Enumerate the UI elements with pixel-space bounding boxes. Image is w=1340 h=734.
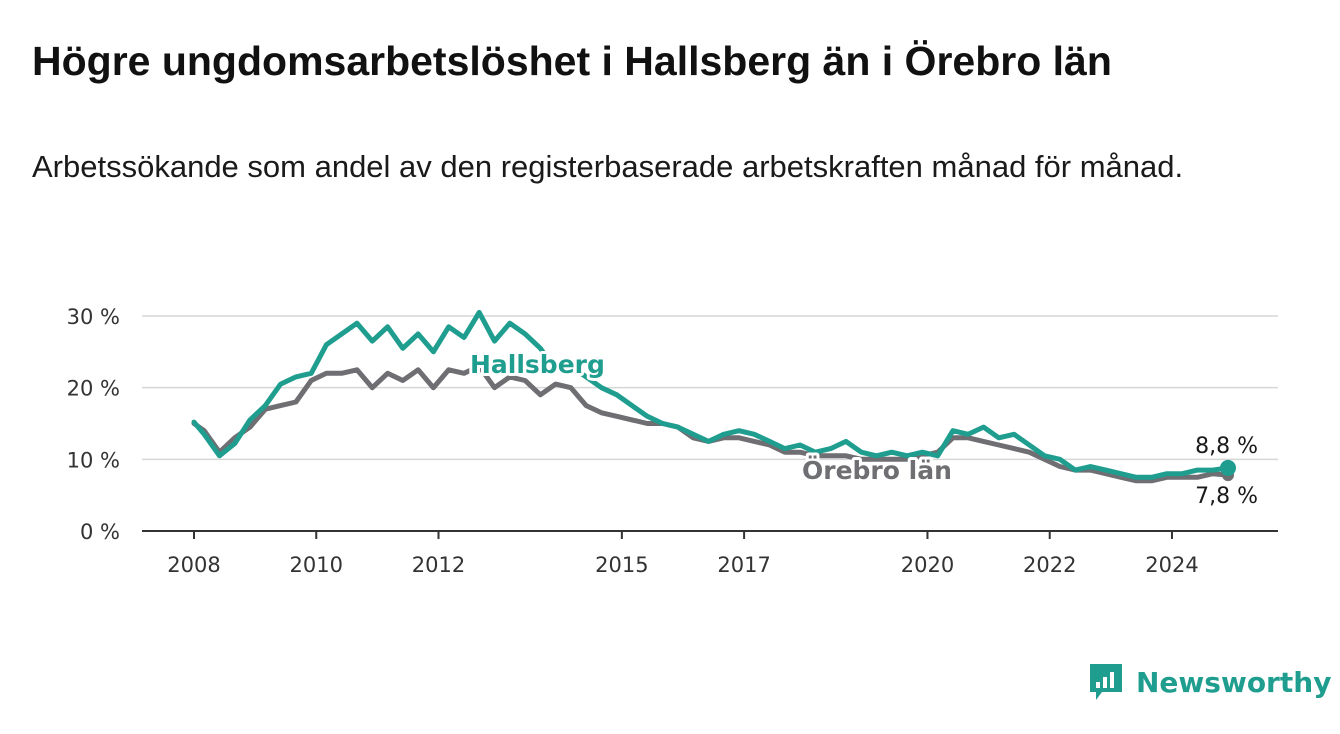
chart-subtitle: Arbetssökande som andel av den registerb… [32,149,1184,184]
x-tick-label: 2022 [1023,553,1076,577]
series-label-orebro-lan: Örebro län [802,455,952,485]
series-lines [191,309,1236,484]
x-tick-label: 2017 [717,553,770,577]
y-tick-label: 0 % [80,520,120,544]
series-labels: Hallsberg Örebro län 8,8 % 7,8 % [467,347,1258,509]
series-line-hallsberg [191,309,1231,480]
brand-name: Newsworthy [1136,665,1332,699]
y-tick-label: 10 % [67,448,120,472]
x-tick-label: 2010 [290,553,343,577]
chart-title: Högre ungdomsarbetslöshet i Hallsberg än… [32,38,1112,84]
end-point-marker [1220,459,1236,476]
end-value-label-hallsberg: 8,8 % [1195,434,1258,459]
series-label-hallsberg: Hallsberg [470,350,605,379]
x-tick-label: 2020 [901,553,954,577]
x-axis: 2008 2010 2012 2015 2017 2020 2022 2024 [142,530,1278,577]
newsworthy-brand: Newsworthy [1088,660,1331,704]
x-tick-label: 2008 [167,553,220,577]
x-tick-label: 2012 [412,553,465,577]
gridlines [142,315,1278,461]
series-line-orebro-lan [191,363,1231,484]
x-tick-label: 2015 [595,553,648,577]
x-tick-label: 2024 [1145,553,1198,577]
end-value-label-orebro-lan: 7,8 % [1195,484,1258,509]
newsworthy-logo-icon [1090,664,1122,700]
y-axis: 0 % 10 % 20 % 30 % [67,305,120,544]
y-tick-label: 30 % [67,305,120,329]
y-tick-label: 20 % [67,377,120,401]
